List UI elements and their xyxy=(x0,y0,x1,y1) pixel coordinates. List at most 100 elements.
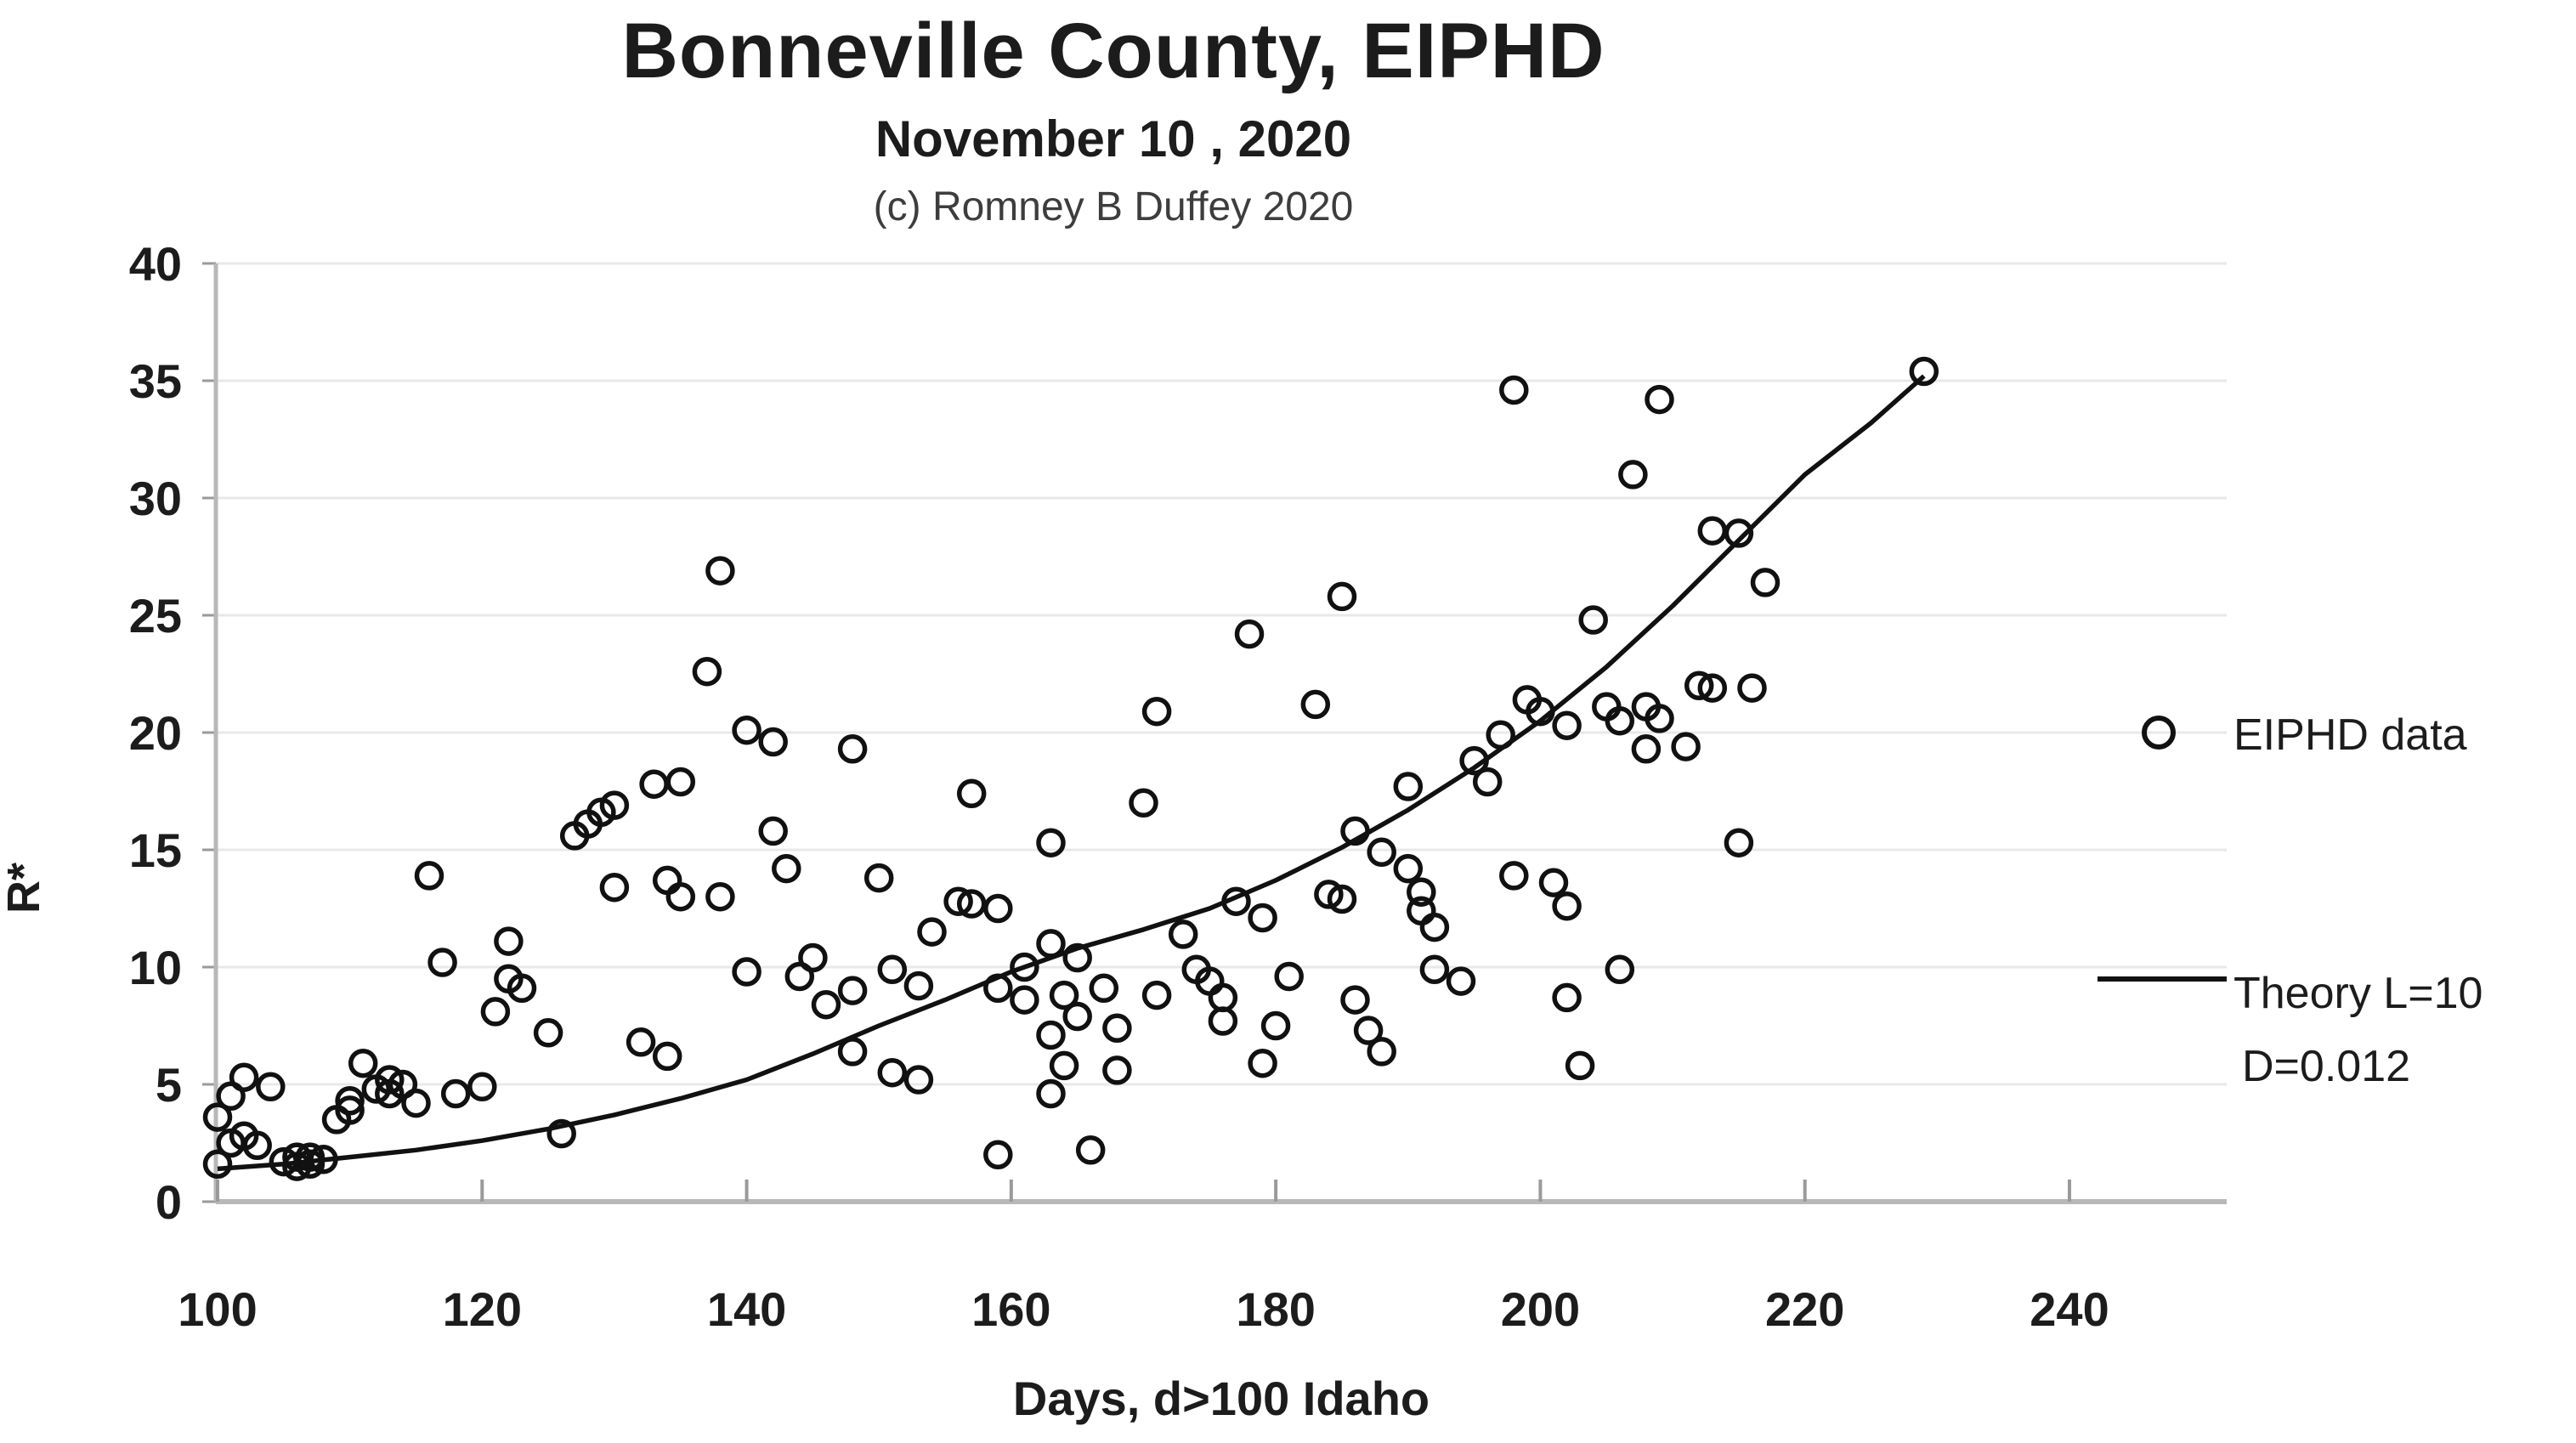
x-tick-label: 100 xyxy=(178,1282,257,1336)
page-subtitle: November 10 , 2020 xyxy=(875,110,1352,167)
data-point-circle xyxy=(837,976,868,1005)
data-point-circle xyxy=(1234,619,1265,649)
data-point-circle xyxy=(1605,705,1635,736)
data-point-circle xyxy=(1248,1048,1277,1078)
data-point-circle xyxy=(1578,605,1608,635)
data-point-circle xyxy=(1367,1037,1396,1067)
data-point-circle xyxy=(1010,985,1039,1015)
data-point-circle xyxy=(877,954,908,985)
data-point-circle xyxy=(1618,460,1648,489)
data-point-circle xyxy=(732,957,761,987)
data-point-circle xyxy=(983,1140,1013,1170)
grid-layer xyxy=(216,262,2227,1204)
data-point-circle xyxy=(1393,853,1424,884)
data-point-circle xyxy=(599,872,630,903)
data-point-circle xyxy=(1248,903,1277,933)
data-point-circle xyxy=(1697,516,1728,546)
data-point-circle xyxy=(1314,880,1344,909)
data-point-circle xyxy=(705,881,735,912)
data-point-circle xyxy=(1737,673,1767,703)
data-point-circle xyxy=(1010,952,1039,982)
label-layer: 0 5 10 15 20 25 30 35 40 100 120 140 160 180 200 220 240… xyxy=(0,237,2109,1425)
copyright-note: (c) Romney B Duffey 2020 xyxy=(873,184,1354,229)
data-point-circle xyxy=(758,816,788,846)
data-point-circle xyxy=(903,1065,934,1095)
data-point-circle xyxy=(335,1095,365,1125)
data-point-circle xyxy=(229,1062,259,1092)
data-point-circle xyxy=(1499,861,1529,891)
x-axis-title: Days, d>100 Idaho xyxy=(1013,1372,1430,1425)
data-point-circle xyxy=(811,989,841,1020)
data-point-circle xyxy=(956,889,987,919)
data-point-circle xyxy=(1141,980,1172,1010)
x-tick-label: 180 xyxy=(1236,1282,1315,1336)
page-title: Bonneville County, EIPHD xyxy=(621,8,1605,94)
data-point-circle xyxy=(546,1118,576,1149)
data-point-circle xyxy=(202,1102,233,1132)
data-point-circle xyxy=(798,942,828,973)
data-point-circle xyxy=(1446,966,1476,996)
data-point-circle xyxy=(1260,1010,1291,1041)
x-tick-label: 120 xyxy=(443,1282,522,1336)
data-point-circle xyxy=(665,881,696,912)
data-point-circle xyxy=(1472,767,1503,797)
y-axis-title: R* xyxy=(0,863,49,914)
data-point-circle xyxy=(1327,581,1357,612)
data-point-circle xyxy=(983,893,1013,924)
data-point-circle xyxy=(1684,671,1714,701)
data-point-circle xyxy=(1102,1013,1132,1044)
data-point-circle xyxy=(533,1018,563,1048)
data-point-circle xyxy=(903,970,934,1001)
data-point-circle xyxy=(956,778,987,809)
data-point-circle xyxy=(414,861,444,891)
data-point-circle xyxy=(1340,985,1370,1015)
data-point-circle xyxy=(692,656,722,687)
data-point-circle xyxy=(772,853,801,884)
data-point-circle xyxy=(467,1072,497,1102)
y-tick-label: 10 xyxy=(129,941,182,994)
data-point-circle xyxy=(1367,837,1396,868)
data-point-circle xyxy=(1049,980,1079,1010)
x-tick-label: 240 xyxy=(2030,1282,2109,1336)
data-point-circle xyxy=(256,1072,286,1102)
data-point-circle xyxy=(1353,1016,1384,1045)
data-point-circle xyxy=(758,727,788,757)
data-point-circle xyxy=(1499,375,1529,405)
data-point-circle xyxy=(1565,1050,1595,1081)
data-point-circle xyxy=(1102,1055,1132,1085)
data-point-circle xyxy=(599,790,630,820)
data-point-circle xyxy=(1419,912,1450,942)
chart-header: Bonneville County, EIPHD November 10 , 2… xyxy=(263,0,1963,228)
data-point-circle xyxy=(837,734,868,764)
legend-scatter-marker-icon xyxy=(2142,716,2176,750)
theory-line xyxy=(217,374,1926,1172)
data-point-circle xyxy=(202,1149,233,1180)
data-point-circle xyxy=(375,1065,405,1095)
data-point-circle xyxy=(1645,704,1674,733)
data-point-circle xyxy=(1274,961,1304,992)
data-point-circle xyxy=(863,863,894,893)
y-tick-label: 15 xyxy=(129,823,182,877)
y-tick-label: 5 xyxy=(156,1058,182,1112)
data-point-circle xyxy=(1208,982,1238,1013)
data-point-circle xyxy=(480,997,511,1027)
data-point-circle xyxy=(494,926,524,956)
data-point-circle xyxy=(1036,1020,1066,1050)
series-layer xyxy=(202,356,1939,1181)
data-point-circle xyxy=(1062,1001,1092,1032)
data-point-circle xyxy=(732,715,761,745)
data-point-circle xyxy=(1631,734,1662,764)
legend-layer: EIPHD data Theory L=10 D=0.012 xyxy=(2098,710,2483,1091)
data-point-circle xyxy=(1724,828,1754,857)
data-point-circle xyxy=(1168,920,1198,949)
y-tick-label: 30 xyxy=(129,472,182,525)
data-point-circle xyxy=(295,1142,326,1172)
data-point-circle xyxy=(335,1086,365,1116)
y-tick-label: 0 xyxy=(156,1175,182,1229)
data-point-circle xyxy=(427,948,457,977)
data-point-circle xyxy=(1049,1050,1079,1081)
data-point-circle xyxy=(705,556,735,586)
data-point-circle xyxy=(626,1027,656,1057)
